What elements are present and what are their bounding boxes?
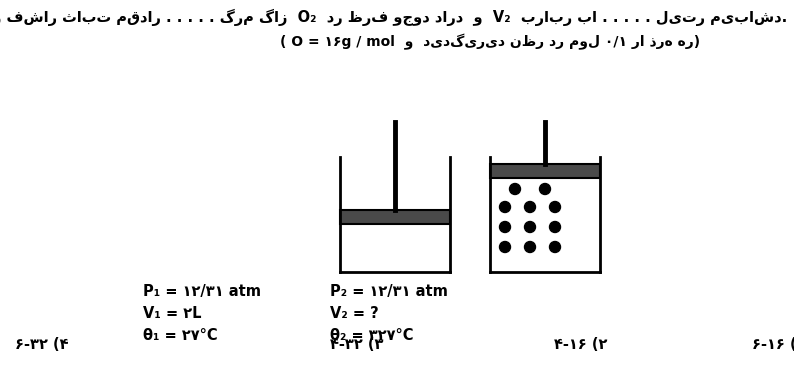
Text: ۴-۱۶ (۲: ۴-۱۶ (۲	[554, 337, 607, 352]
Text: ۴-۳۲ (۳: ۴-۳۲ (۳	[330, 337, 384, 352]
Text: ۶-۳۲ (۴: ۶-۳۲ (۴	[15, 337, 68, 352]
Text: ۶-۱۶ (۱: ۶-۱۶ (۱	[752, 337, 794, 352]
Text: V₁ = ۲L: V₁ = ۲L	[143, 306, 202, 321]
Circle shape	[539, 184, 550, 195]
Circle shape	[525, 241, 535, 252]
Circle shape	[499, 222, 511, 233]
Circle shape	[510, 184, 521, 195]
Text: ( O = ۱۶g / mol  و  دیدگیرید نظر در مول ۰/۱ را ذره هر): ( O = ۱۶g / mol و دیدگیرید نظر در مول ۰/…	[280, 34, 700, 50]
Text: θ₁ = ۲۷°C: θ₁ = ۲۷°C	[143, 328, 218, 343]
Circle shape	[549, 241, 561, 252]
Circle shape	[525, 222, 535, 233]
Circle shape	[499, 241, 511, 252]
Circle shape	[549, 201, 561, 212]
Bar	[490, 164, 600, 178]
Text: P₂ = ۱۲/۳۱ atm: P₂ = ۱۲/۳۱ atm	[330, 284, 448, 299]
Text: V₂ = ?: V₂ = ?	[330, 306, 379, 321]
Circle shape	[549, 222, 561, 233]
Circle shape	[525, 201, 535, 212]
Bar	[340, 210, 450, 224]
Text: θ₂ = ۳۲۷°C: θ₂ = ۳۲۷°C	[330, 328, 414, 343]
Text: مطابق شکل زیر، در فشار ثابت مقدار . . . . . گرم گاز  O₂  در ظرف وجود دارد  و  V₂: مطابق شکل زیر، در فشار ثابت مقدار . . . …	[0, 9, 787, 26]
Text: P₁ = ۱۲/۳۱ atm: P₁ = ۱۲/۳۱ atm	[143, 284, 261, 299]
Circle shape	[499, 201, 511, 212]
